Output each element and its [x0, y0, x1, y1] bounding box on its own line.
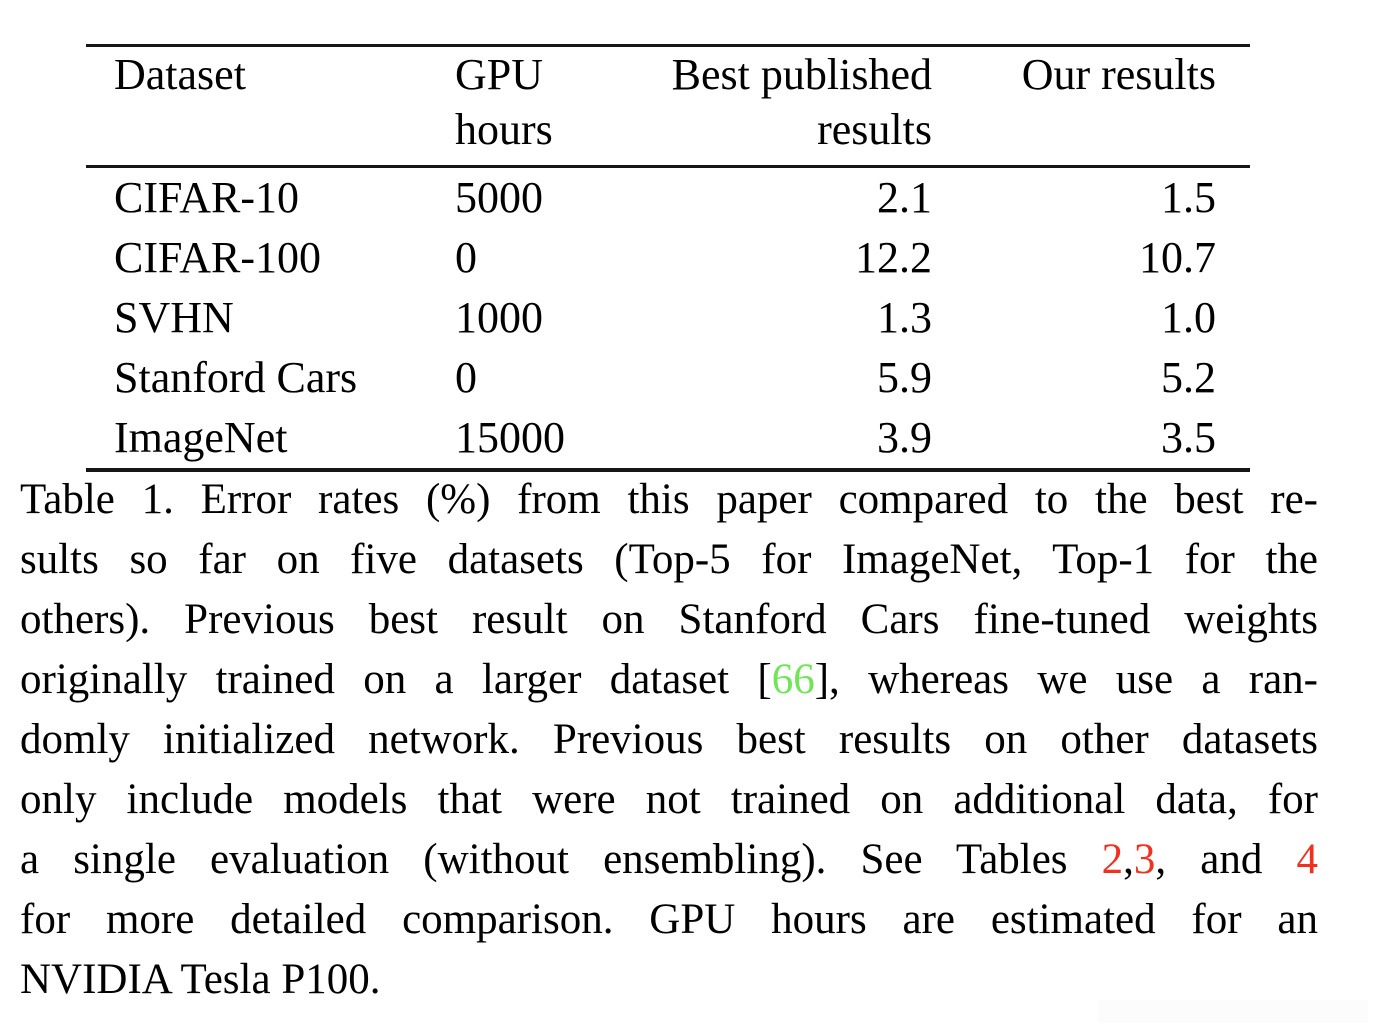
caption-line: a single evaluation (without ensembling)… — [20, 830, 1318, 890]
cell-dataset: CIFAR-100 — [114, 233, 321, 282]
cell-dataset: Stanford Cars — [114, 353, 358, 402]
highlight-artifact — [1098, 1000, 1368, 1023]
caption-line: others). Previous best result on Stanfor… — [20, 590, 1318, 650]
caption-line: only include models that were not traine… — [20, 770, 1318, 830]
cell-ours: 5.2 — [1161, 353, 1216, 402]
caption-text: ], whereas we use a ran- — [814, 656, 1319, 703]
column-header-1: GPU hours — [455, 50, 553, 154]
column-header-3: Our results — [1021, 50, 1216, 99]
table-row: Stanford Cars 0 5.9 5.2 — [86, 348, 1250, 408]
results-table-body: CIFAR-10 5000 2.1 1.5 CIFAR-100 0 12.2 10.7 SVHN… — [86, 167, 1250, 471]
table-row: ImageNet 15000 3.9 3.5 — [86, 408, 1250, 470]
caption-line: for more detailed comparison. GPU hours … — [20, 890, 1318, 950]
cell-ours: 1.5 — [1161, 173, 1216, 222]
caption-line: sults so far on five datasets (Top-5 for… — [20, 530, 1318, 590]
cell-ours: 10.7 — [1139, 233, 1216, 282]
caption-line: domly initialized network. Previous best… — [20, 710, 1318, 770]
cell-best-published: 3.9 — [877, 413, 932, 462]
cell-best-published: 1.3 — [877, 293, 932, 342]
cell-ours: 3.5 — [1161, 413, 1216, 462]
table-row: SVHN 1000 1.3 1.0 — [86, 288, 1250, 348]
caption-text: , and — [1155, 836, 1297, 883]
table-row: CIFAR-100 0 12.2 10.7 — [86, 228, 1250, 288]
caption-text: originally trained on a larger dataset [ — [20, 656, 772, 703]
caption-text: , — [1123, 836, 1134, 883]
table-ref-link-4[interactable]: 4 — [1296, 836, 1319, 883]
cell-best-published: 12.2 — [855, 233, 932, 282]
caption-text: Table 1. Error rates (%) from this paper… — [20, 476, 1318, 523]
cell-dataset: CIFAR-10 — [114, 173, 299, 222]
table-row: CIFAR-10 5000 2.1 1.5 — [86, 167, 1250, 229]
results-table: Dataset GPU hours Best published results Ou… — [86, 44, 1250, 472]
cell-gpu-hours: 15000 — [455, 413, 565, 462]
cell-gpu-hours: 0 — [455, 353, 477, 402]
caption-line: NVIDIA Tesla P100. — [20, 950, 1318, 1010]
cell-best-published: 2.1 — [877, 173, 932, 222]
results-table-header-row: Dataset GPU hours Best published results Ou… — [86, 46, 1250, 167]
column-header-2: Best published results — [671, 50, 932, 154]
cell-best-published: 5.9 — [877, 353, 932, 402]
caption-text: NVIDIA Tesla P100. — [20, 956, 381, 1003]
caption-text: domly initialized network. Previous best… — [20, 716, 1318, 763]
cell-dataset: SVHN — [114, 293, 234, 342]
column-header-0: Dataset — [114, 50, 246, 99]
caption-line: Table 1. Error rates (%) from this paper… — [20, 470, 1318, 530]
cell-ours: 1.0 — [1161, 293, 1216, 342]
results-table-head: Dataset GPU hours Best published results Ou… — [86, 46, 1250, 167]
caption-text: for more detailed comparison. GPU hours … — [20, 896, 1318, 943]
cell-dataset: ImageNet — [114, 413, 288, 462]
table-ref-link-3[interactable]: 3 — [1133, 836, 1156, 883]
caption-line: originally trained on a larger dataset [… — [20, 650, 1318, 710]
caption-text: only include models that were not traine… — [20, 776, 1318, 823]
cell-gpu-hours: 0 — [455, 233, 477, 282]
table-ref-link-2[interactable]: 2 — [1101, 836, 1124, 883]
cell-gpu-hours: 1000 — [455, 293, 543, 342]
caption-text: others). Previous best result on Stanfor… — [20, 596, 1318, 643]
caption-text: a single evaluation (without ensembling)… — [20, 836, 1102, 883]
citation-link-66[interactable]: 66 — [771, 656, 815, 703]
cell-gpu-hours: 5000 — [455, 173, 543, 222]
table-caption: Table 1. Error rates (%) from this paper… — [20, 470, 1318, 1010]
caption-text: sults so far on five datasets (Top-5 for… — [20, 536, 1318, 583]
